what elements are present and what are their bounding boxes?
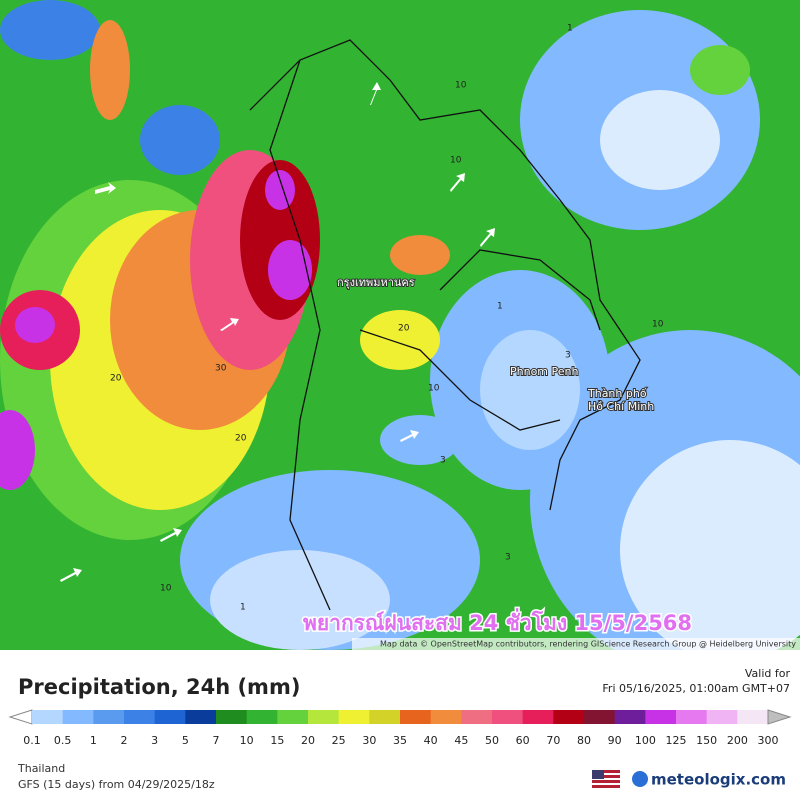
scale-color xyxy=(430,710,462,724)
overlay-title: พยากรณ์ฝนสะสม 24 ชั่วโมง 15/5/2568 xyxy=(303,607,692,635)
scale-color xyxy=(62,710,94,724)
scale-color xyxy=(277,710,309,724)
scale-label: 45 xyxy=(454,734,468,747)
brand-logo xyxy=(632,771,648,787)
valid-label: Valid for xyxy=(745,667,791,680)
scale-color xyxy=(461,710,493,724)
scale-label: 70 xyxy=(546,734,560,747)
contour-label: 20 xyxy=(110,374,122,384)
place-label: Thành phố xyxy=(587,387,647,400)
scale-color xyxy=(584,710,616,724)
wind-arrows xyxy=(60,82,495,582)
contour-label: 3 xyxy=(565,351,571,361)
place-label: กรุงเทพมหานคร xyxy=(337,276,415,289)
brand: meteologix.com xyxy=(651,771,786,789)
color-scale: 0.1 0.5 1 2 3 5 7 10 15 20 25 30 35 40 45 50 60 70 80 90 100… xyxy=(8,709,792,747)
scale-color xyxy=(154,710,186,724)
scale-label: 125 xyxy=(666,734,687,747)
scale-label: 40 xyxy=(424,734,438,747)
scale-label: 0.1 xyxy=(23,734,41,747)
scale-label: 300 xyxy=(758,734,779,747)
borders xyxy=(249,39,641,611)
attribution-bar xyxy=(352,638,800,650)
contour-labels: 20 30 20 20 10 10 1 3 3 10 10 1 3 10 1 xyxy=(110,24,664,613)
scale-label: 60 xyxy=(516,734,530,747)
contour-label: 10 xyxy=(652,320,664,330)
scale-label: 0.5 xyxy=(54,734,72,747)
contour-label: 1 xyxy=(567,24,573,34)
scale-color xyxy=(369,710,401,724)
valid-time: Fri 05/16/2025, 01:00am GMT+07 xyxy=(602,682,790,695)
scale-color xyxy=(492,710,524,724)
scale-color xyxy=(676,710,708,724)
contour-label: 10 xyxy=(450,156,462,166)
scale-color xyxy=(124,710,156,724)
scale-color xyxy=(32,710,64,724)
scale-color xyxy=(737,710,769,724)
scale-label: 3 xyxy=(151,734,158,747)
scale-label: 150 xyxy=(696,734,717,747)
place-label: Phnom Penh xyxy=(510,365,578,378)
scale-color xyxy=(553,710,585,724)
contour-label: 1 xyxy=(240,603,246,613)
place-label: Hồ Chí Minh xyxy=(588,400,654,413)
scale-color xyxy=(246,710,278,724)
contour-label: 3 xyxy=(440,456,446,466)
legend-panel: Precipitation, 24h (mm) Valid for Fri 05… xyxy=(8,667,792,791)
scale-label: 50 xyxy=(485,734,499,747)
contour-label: 20 xyxy=(398,324,410,334)
scale-label: 20 xyxy=(301,734,315,747)
contour-label: 10 xyxy=(455,81,467,91)
scale-color xyxy=(185,710,217,724)
contour-label: 10 xyxy=(428,384,440,394)
legend-title: Precipitation, 24h (mm) xyxy=(18,675,300,699)
scale-end-low xyxy=(8,709,33,725)
scale-color xyxy=(308,710,340,724)
scale-label: 35 xyxy=(393,734,407,747)
scale-label: 10 xyxy=(240,734,254,747)
scale-label: 15 xyxy=(270,734,284,747)
attribution: Map data © OpenStreetMap contributors, r… xyxy=(380,640,796,649)
scale-label: 5 xyxy=(182,734,189,747)
scale-label: 90 xyxy=(608,734,622,747)
contour-label: 10 xyxy=(160,584,172,594)
contour-label: 3 xyxy=(505,553,511,563)
scale-color xyxy=(706,710,738,724)
scale-label: 200 xyxy=(727,734,748,747)
scale-color xyxy=(93,710,125,724)
scale-label: 25 xyxy=(332,734,346,747)
scale-label: 80 xyxy=(577,734,591,747)
scale-color xyxy=(522,710,554,724)
scale-label: 7 xyxy=(213,734,220,747)
scale-color xyxy=(400,710,432,724)
scale-color xyxy=(338,710,370,724)
region: Thailand xyxy=(17,762,65,775)
scale-color xyxy=(614,710,646,724)
model-info: GFS (15 days) from 04/29/2025/18z xyxy=(18,778,215,791)
scale-end-high xyxy=(767,709,792,725)
precipitation-map: 20 30 20 20 10 10 1 3 3 10 10 1 3 10 1 ก… xyxy=(0,0,800,650)
rain-field xyxy=(0,0,800,650)
contour-label: 30 xyxy=(215,364,227,374)
contour-label: 20 xyxy=(235,434,247,444)
scale-label: 1 xyxy=(90,734,97,747)
contour-label: 1 xyxy=(497,302,503,312)
scale-label: 100 xyxy=(635,734,656,747)
flag xyxy=(592,770,620,788)
scale-color xyxy=(216,710,248,724)
scale-label: 30 xyxy=(362,734,376,747)
scale-color xyxy=(645,710,677,724)
scale-label: 2 xyxy=(121,734,128,747)
